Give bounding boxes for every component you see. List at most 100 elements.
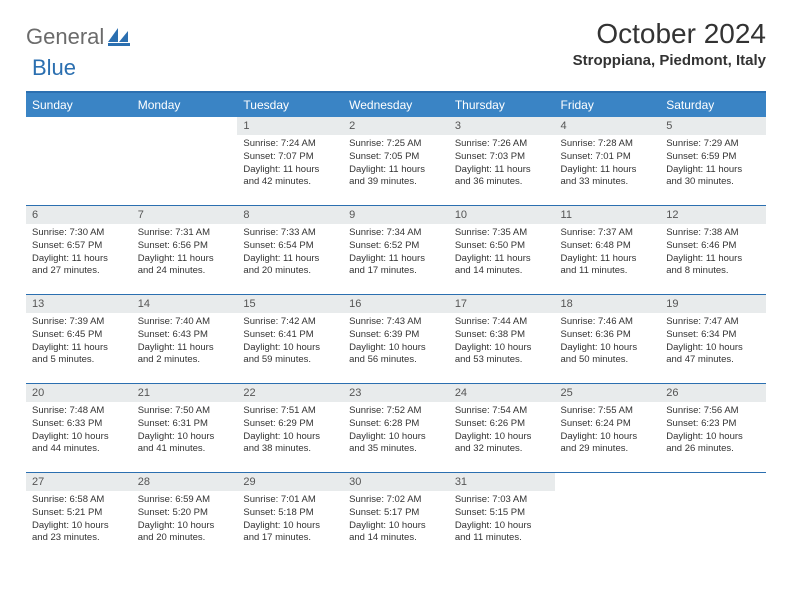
calendar-day-cell: 7Sunrise: 7:31 AMSunset: 6:56 PMDaylight… xyxy=(132,206,238,295)
day-number: 10 xyxy=(449,206,555,224)
day-number: 1 xyxy=(237,117,343,135)
calendar-day-cell: 9Sunrise: 7:34 AMSunset: 6:52 PMDaylight… xyxy=(343,206,449,295)
logo-sail-icon xyxy=(108,28,130,46)
day-details: Sunrise: 7:50 AMSunset: 6:31 PMDaylight:… xyxy=(132,402,238,460)
day-number: 22 xyxy=(237,384,343,402)
daylight-text: Daylight: 11 hours and 8 minutes. xyxy=(666,253,760,279)
daylight-text: Daylight: 11 hours and 5 minutes. xyxy=(32,342,126,368)
calendar-day-cell: .. xyxy=(132,117,238,206)
day-number: 4 xyxy=(555,117,661,135)
sunrise-text: Sunrise: 7:02 AM xyxy=(349,494,443,507)
day-number: 23 xyxy=(343,384,449,402)
weekday-header-row: Sunday Monday Tuesday Wednesday Thursday… xyxy=(26,92,766,117)
sunset-text: Sunset: 6:28 PM xyxy=(349,418,443,431)
sunrise-text: Sunrise: 7:54 AM xyxy=(455,405,549,418)
sunset-text: Sunset: 7:07 PM xyxy=(243,151,337,164)
sunrise-text: Sunrise: 7:28 AM xyxy=(561,138,655,151)
day-details: Sunrise: 7:56 AMSunset: 6:23 PMDaylight:… xyxy=(660,402,766,460)
day-details: Sunrise: 7:25 AMSunset: 7:05 PMDaylight:… xyxy=(343,135,449,193)
day-details: Sunrise: 7:30 AMSunset: 6:57 PMDaylight:… xyxy=(26,224,132,282)
day-details: Sunrise: 7:54 AMSunset: 6:26 PMDaylight:… xyxy=(449,402,555,460)
daylight-text: Daylight: 10 hours and 14 minutes. xyxy=(349,520,443,546)
sunrise-text: Sunrise: 7:43 AM xyxy=(349,316,443,329)
day-number: 30 xyxy=(343,473,449,491)
calendar-week-row: ....1Sunrise: 7:24 AMSunset: 7:07 PMDayl… xyxy=(26,117,766,206)
day-number: 5 xyxy=(660,117,766,135)
sunrise-text: Sunrise: 7:56 AM xyxy=(666,405,760,418)
sunrise-text: Sunrise: 7:35 AM xyxy=(455,227,549,240)
day-number: 18 xyxy=(555,295,661,313)
daylight-text: Daylight: 10 hours and 26 minutes. xyxy=(666,431,760,457)
day-number: 12 xyxy=(660,206,766,224)
sunset-text: Sunset: 5:17 PM xyxy=(349,507,443,520)
calendar-day-cell: 29Sunrise: 7:01 AMSunset: 5:18 PMDayligh… xyxy=(237,473,343,562)
sunset-text: Sunset: 5:15 PM xyxy=(455,507,549,520)
day-details: Sunrise: 7:29 AMSunset: 6:59 PMDaylight:… xyxy=(660,135,766,193)
daylight-text: Daylight: 11 hours and 24 minutes. xyxy=(138,253,232,279)
daylight-text: Daylight: 11 hours and 20 minutes. xyxy=(243,253,337,279)
calendar-day-cell: 15Sunrise: 7:42 AMSunset: 6:41 PMDayligh… xyxy=(237,295,343,384)
daylight-text: Daylight: 10 hours and 59 minutes. xyxy=(243,342,337,368)
sunset-text: Sunset: 6:54 PM xyxy=(243,240,337,253)
day-details: Sunrise: 7:01 AMSunset: 5:18 PMDaylight:… xyxy=(237,491,343,549)
calendar-day-cell: .. xyxy=(26,117,132,206)
calendar-week-row: 6Sunrise: 7:30 AMSunset: 6:57 PMDaylight… xyxy=(26,206,766,295)
day-number: 21 xyxy=(132,384,238,402)
daylight-text: Daylight: 10 hours and 29 minutes. xyxy=(561,431,655,457)
sunrise-text: Sunrise: 7:29 AM xyxy=(666,138,760,151)
day-number: 14 xyxy=(132,295,238,313)
day-number: 3 xyxy=(449,117,555,135)
day-number: 9 xyxy=(343,206,449,224)
day-number: 2 xyxy=(343,117,449,135)
day-number: 26 xyxy=(660,384,766,402)
daylight-text: Daylight: 10 hours and 11 minutes. xyxy=(455,520,549,546)
calendar-week-row: 20Sunrise: 7:48 AMSunset: 6:33 PMDayligh… xyxy=(26,384,766,473)
title-block: October 2024 Stroppiana, Piedmont, Italy xyxy=(573,18,766,69)
day-details: Sunrise: 7:44 AMSunset: 6:38 PMDaylight:… xyxy=(449,313,555,371)
sunrise-text: Sunrise: 7:34 AM xyxy=(349,227,443,240)
daylight-text: Daylight: 11 hours and 14 minutes. xyxy=(455,253,549,279)
day-details: Sunrise: 7:39 AMSunset: 6:45 PMDaylight:… xyxy=(26,313,132,371)
sunrise-text: Sunrise: 7:50 AM xyxy=(138,405,232,418)
calendar-day-cell: 21Sunrise: 7:50 AMSunset: 6:31 PMDayligh… xyxy=(132,384,238,473)
sunset-text: Sunset: 6:33 PM xyxy=(32,418,126,431)
sunset-text: Sunset: 7:05 PM xyxy=(349,151,443,164)
daylight-text: Daylight: 10 hours and 53 minutes. xyxy=(455,342,549,368)
day-details: Sunrise: 7:28 AMSunset: 7:01 PMDaylight:… xyxy=(555,135,661,193)
daylight-text: Daylight: 10 hours and 47 minutes. xyxy=(666,342,760,368)
sunrise-text: Sunrise: 6:59 AM xyxy=(138,494,232,507)
calendar-day-cell: 25Sunrise: 7:55 AMSunset: 6:24 PMDayligh… xyxy=(555,384,661,473)
day-number: 6 xyxy=(26,206,132,224)
day-details: Sunrise: 7:48 AMSunset: 6:33 PMDaylight:… xyxy=(26,402,132,460)
sunrise-text: Sunrise: 7:47 AM xyxy=(666,316,760,329)
calendar-week-row: 27Sunrise: 6:58 AMSunset: 5:21 PMDayligh… xyxy=(26,473,766,562)
daylight-text: Daylight: 10 hours and 50 minutes. xyxy=(561,342,655,368)
daylight-text: Daylight: 10 hours and 38 minutes. xyxy=(243,431,337,457)
calendar-week-row: 13Sunrise: 7:39 AMSunset: 6:45 PMDayligh… xyxy=(26,295,766,384)
sunset-text: Sunset: 6:59 PM xyxy=(666,151,760,164)
day-number: 25 xyxy=(555,384,661,402)
sunrise-text: Sunrise: 7:31 AM xyxy=(138,227,232,240)
logo-text-blue: Blue xyxy=(32,55,76,81)
calendar-day-cell: 23Sunrise: 7:52 AMSunset: 6:28 PMDayligh… xyxy=(343,384,449,473)
day-details: Sunrise: 7:52 AMSunset: 6:28 PMDaylight:… xyxy=(343,402,449,460)
calendar-day-cell: 22Sunrise: 7:51 AMSunset: 6:29 PMDayligh… xyxy=(237,384,343,473)
sunrise-text: Sunrise: 7:46 AM xyxy=(561,316,655,329)
sunrise-text: Sunrise: 7:24 AM xyxy=(243,138,337,151)
weekday-header: Friday xyxy=(555,92,661,117)
day-number: 11 xyxy=(555,206,661,224)
day-details: Sunrise: 7:47 AMSunset: 6:34 PMDaylight:… xyxy=(660,313,766,371)
logo-text-general: General xyxy=(26,24,104,50)
sunset-text: Sunset: 6:46 PM xyxy=(666,240,760,253)
daylight-text: Daylight: 11 hours and 11 minutes. xyxy=(561,253,655,279)
daylight-text: Daylight: 11 hours and 39 minutes. xyxy=(349,164,443,190)
daylight-text: Daylight: 11 hours and 17 minutes. xyxy=(349,253,443,279)
day-details: Sunrise: 7:31 AMSunset: 6:56 PMDaylight:… xyxy=(132,224,238,282)
day-number: 28 xyxy=(132,473,238,491)
calendar-day-cell: 14Sunrise: 7:40 AMSunset: 6:43 PMDayligh… xyxy=(132,295,238,384)
calendar-day-cell: 11Sunrise: 7:37 AMSunset: 6:48 PMDayligh… xyxy=(555,206,661,295)
sunset-text: Sunset: 6:23 PM xyxy=(666,418,760,431)
calendar-day-cell: 10Sunrise: 7:35 AMSunset: 6:50 PMDayligh… xyxy=(449,206,555,295)
weekday-header: Sunday xyxy=(26,92,132,117)
daylight-text: Daylight: 10 hours and 17 minutes. xyxy=(243,520,337,546)
